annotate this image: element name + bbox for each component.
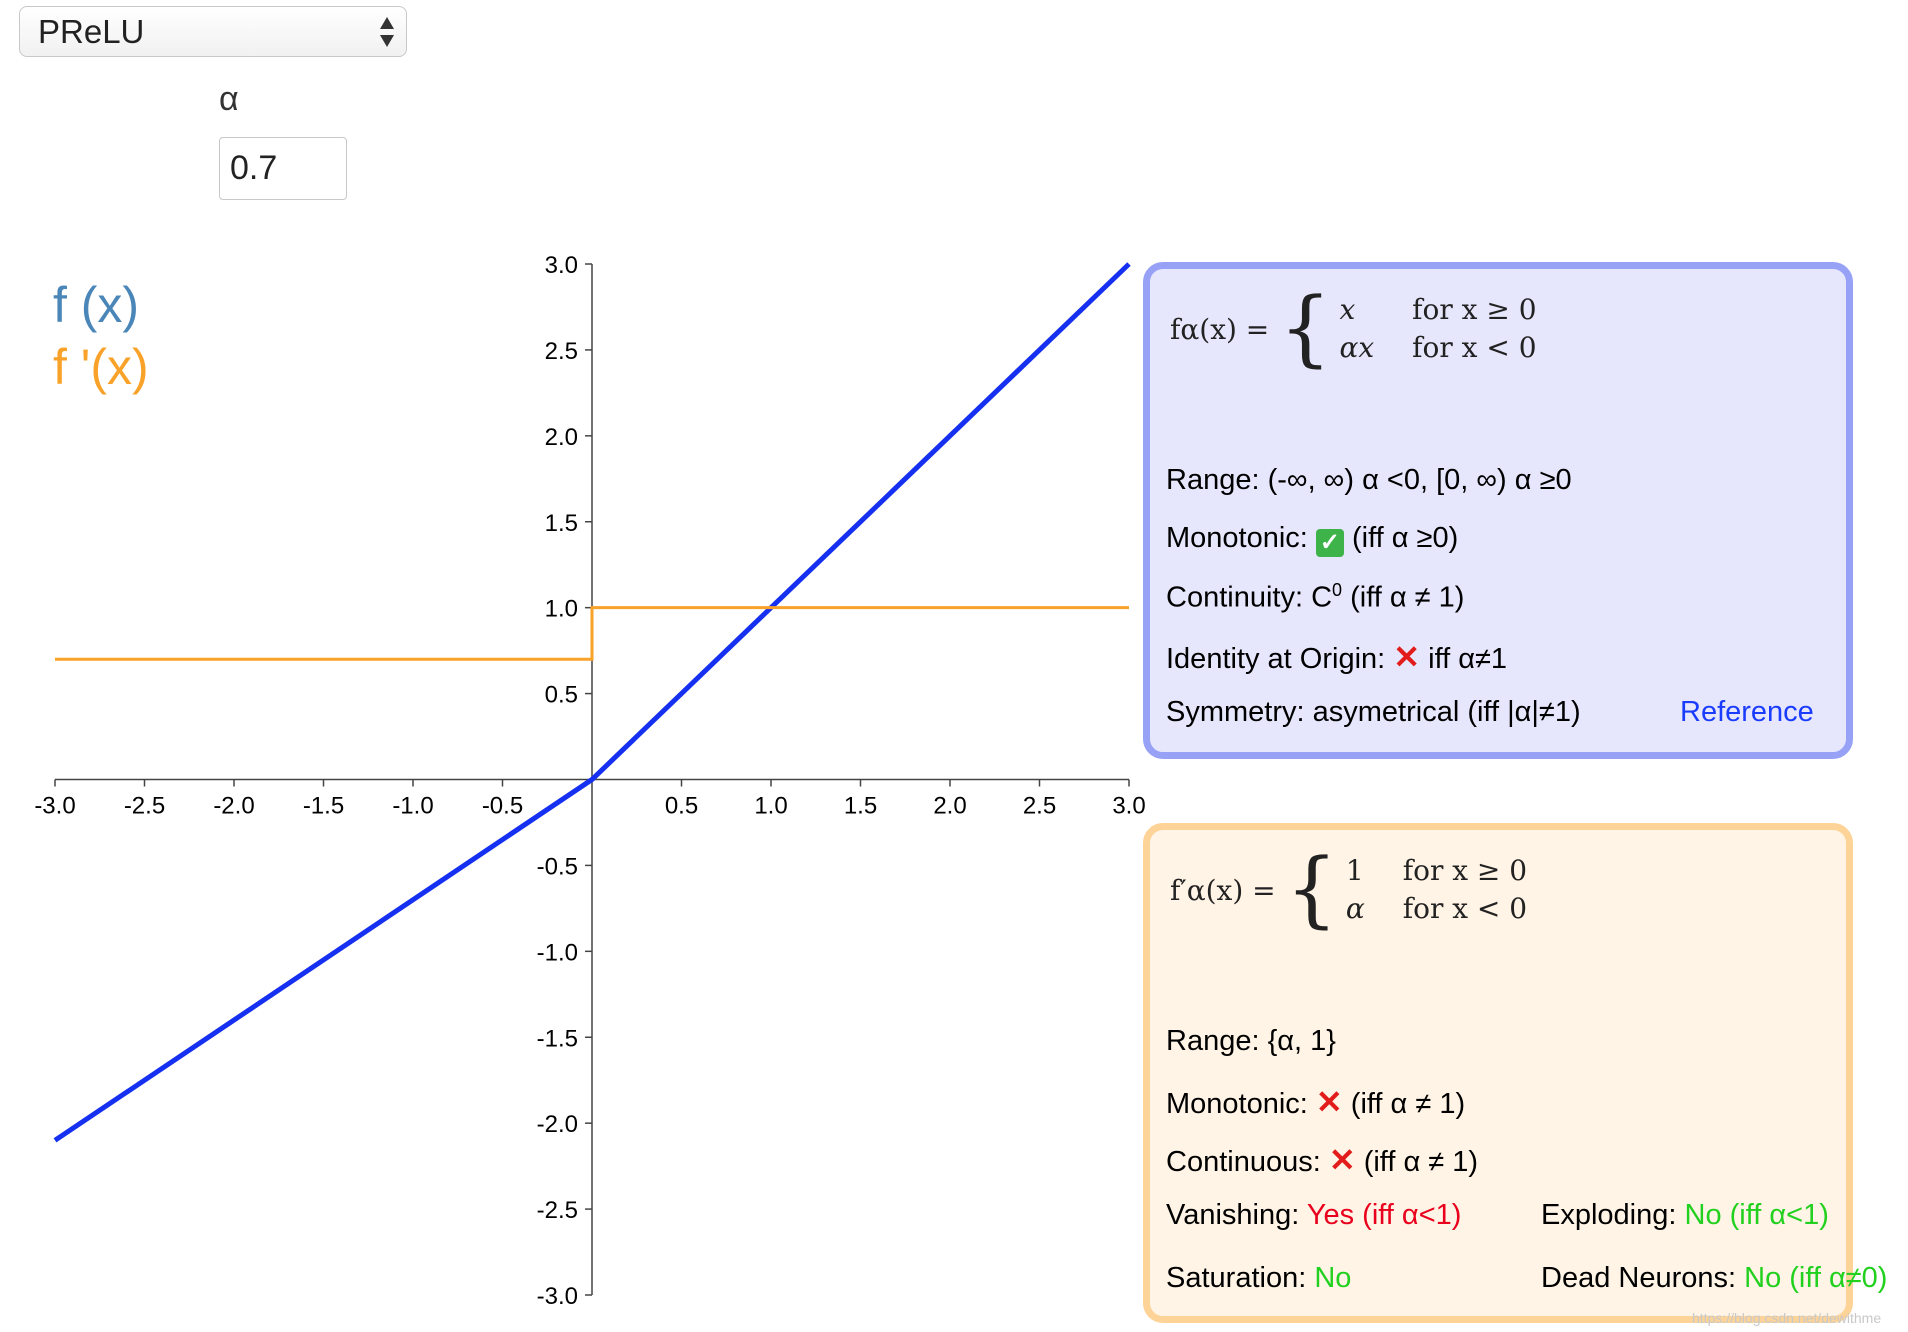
- dead-neurons-row: Dead Neurons: No (iff α≠0): [1541, 1262, 1887, 1295]
- monotonic-row: Monotonic: ✕ (iff α ≠ 1): [1166, 1083, 1465, 1121]
- range-row: Range: {α, 1}: [1166, 1025, 1336, 1058]
- reference-link[interactable]: Reference: [1680, 696, 1814, 728]
- watermark: https://blog.csdn.net/dewithme: [1692, 1310, 1882, 1326]
- legend-fprime: f '(x): [53, 339, 149, 395]
- y-tick-label: 3.0: [545, 252, 578, 279]
- monotonic-row: Monotonic: ✓ (iff α ≥0): [1166, 522, 1458, 557]
- monotonic-note: (iff α ≠ 1): [1342, 1088, 1466, 1120]
- activation-chart: -3.0 -2.5 -2.0 -1.5 -1.0 -0.5 0.5 1.0 1.5 2.0 2.5 3…: [34, 252, 1145, 1310]
- symmetry-value: asymetrical (iff |α|≠1): [1312, 696, 1581, 728]
- x-tick-label: -1.5: [303, 793, 344, 820]
- x-tick-label: 2.5: [1023, 793, 1056, 820]
- monotonic-note: (iff α ≥0): [1343, 522, 1459, 554]
- vanishing-row: Vanishing: Yes (iff α<1): [1166, 1199, 1461, 1232]
- alpha-input[interactable]: [219, 137, 347, 200]
- exploding-label: Exploding:: [1541, 1199, 1685, 1231]
- x-tick-label: -0.5: [482, 793, 523, 820]
- derivative-properties-box: f′α(x) = { 1 for x ≥ 0 α for x < 0 Range…: [1143, 823, 1887, 1323]
- exploding-value: No (iff α<1): [1684, 1199, 1829, 1231]
- legend-f: f (x): [53, 277, 140, 333]
- series-line-fprime: [55, 606, 1129, 661]
- dead-neurons-label: Dead Neurons:: [1541, 1262, 1745, 1294]
- formula-lhs: f′α(x) =: [1170, 873, 1276, 907]
- case-expr: αx: [1339, 331, 1375, 364]
- case-row: α for x < 0: [1344, 890, 1539, 928]
- case-cond: for x < 0: [1412, 331, 1537, 364]
- monotonic-label: Monotonic:: [1166, 522, 1316, 554]
- continuity-superscript: 0: [1332, 580, 1343, 600]
- continuity-label: Continuity: C: [1166, 581, 1333, 614]
- alpha-label: α: [219, 80, 239, 118]
- x-tick-label: -2.0: [213, 793, 254, 820]
- y-tick-label: 0.5: [545, 682, 578, 709]
- x-tick-label: 0.5: [665, 793, 698, 820]
- brace: {: [1285, 842, 1338, 937]
- case-cond: for x ≥ 0: [1412, 293, 1537, 326]
- function-properties-box: fα(x) = { x for x ≥ 0 αx for x < 0 Range…: [1143, 262, 1853, 759]
- derivative-formula: f′α(x) = { 1 for x ≥ 0 α for x < 0: [1170, 842, 1539, 937]
- range-value: (-∞, ∞) α <0, [0, ∞) α ≥0: [1267, 464, 1572, 496]
- brace: {: [1279, 281, 1332, 376]
- identity-label: Identity at Origin:: [1166, 643, 1394, 675]
- select-arrows-icon: [380, 17, 394, 47]
- case-cond: for x ≥ 0: [1402, 854, 1528, 887]
- check-icon: ✓: [1315, 529, 1344, 557]
- x-tick-label: -2.5: [124, 793, 165, 820]
- activation-function-select[interactable]: PReLU: [19, 6, 407, 57]
- formula-cases: 1 for x ≥ 0 α for x < 0: [1344, 852, 1539, 928]
- y-tick-label: 1.5: [545, 510, 578, 537]
- identity-note: iff α≠1: [1420, 643, 1508, 675]
- y-tick-label: 1.0: [545, 596, 578, 623]
- y-tick-label: 2.5: [545, 338, 578, 365]
- case-row: αx for x < 0: [1337, 329, 1548, 367]
- saturation-label: Saturation:: [1166, 1262, 1315, 1294]
- series-line-f: [53, 262, 1131, 1143]
- case-expr: 1: [1345, 854, 1364, 887]
- saturation-value: No: [1314, 1262, 1352, 1294]
- cross-icon: ✕: [1315, 1084, 1343, 1120]
- range-value: {α, 1}: [1267, 1025, 1336, 1057]
- continuity-note: (iff α ≠ 1): [1342, 581, 1465, 614]
- range-label: Range:: [1166, 1025, 1268, 1057]
- x-tick-label: -3.0: [34, 793, 75, 820]
- continuous-note: (iff α ≠ 1): [1355, 1146, 1479, 1178]
- y-tick-label: 2.0: [545, 424, 578, 451]
- saturation-row: Saturation: No: [1166, 1262, 1351, 1295]
- dead-neurons-value: No (iff α≠0): [1744, 1262, 1888, 1294]
- x-tick-label: 1.5: [844, 793, 877, 820]
- vanishing-value: Yes (iff α<1): [1306, 1199, 1462, 1231]
- y-tick-label: -1.5: [537, 1025, 578, 1052]
- x-tick-label: 1.0: [754, 793, 787, 820]
- function-formula: fα(x) = { x for x ≥ 0 αx for x < 0: [1170, 281, 1549, 376]
- y-tick-label: -0.5: [537, 853, 578, 880]
- x-tick-label: 2.0: [933, 793, 966, 820]
- case-expr: x: [1339, 293, 1356, 326]
- x-tick-label: 3.0: [1112, 793, 1145, 820]
- case-cond: for x < 0: [1402, 892, 1528, 925]
- monotonic-label: Monotonic:: [1166, 1088, 1316, 1120]
- symmetry-label: Symmetry:: [1166, 696, 1313, 728]
- select-value: PReLU: [38, 13, 145, 50]
- y-tick-label: -2.5: [537, 1197, 578, 1224]
- cross-icon: ✕: [1328, 1142, 1356, 1178]
- case-expr: α: [1345, 892, 1365, 925]
- y-tick-label: -1.0: [537, 939, 578, 966]
- formula-cases: x for x ≥ 0 αx for x < 0: [1337, 291, 1548, 367]
- identity-row: Identity at Origin: ✕ iff α≠1: [1166, 638, 1507, 676]
- symmetry-row: Symmetry: asymetrical (iff |α|≠1): [1166, 696, 1581, 729]
- y-tick-label: -3.0: [537, 1283, 578, 1310]
- continuous-row: Continuous: ✕ (iff α ≠ 1): [1166, 1141, 1478, 1179]
- cross-icon: ✕: [1393, 639, 1421, 675]
- x-tick-label: -1.0: [392, 793, 433, 820]
- range-label: Range:: [1166, 464, 1268, 496]
- formula-lhs: fα(x) =: [1170, 312, 1270, 346]
- case-row: x for x ≥ 0: [1337, 291, 1548, 329]
- case-row: 1 for x ≥ 0: [1344, 852, 1539, 890]
- continuity-row: Continuity: C0 (iff α ≠ 1): [1166, 580, 1464, 615]
- continuous-label: Continuous:: [1166, 1146, 1329, 1178]
- exploding-row: Exploding: No (iff α<1): [1541, 1199, 1829, 1232]
- y-tick-label: -2.0: [537, 1111, 578, 1138]
- range-row: Range: (-∞, ∞) α <0, [0, ∞) α ≥0: [1166, 464, 1572, 497]
- vanishing-label: Vanishing:: [1166, 1199, 1307, 1231]
